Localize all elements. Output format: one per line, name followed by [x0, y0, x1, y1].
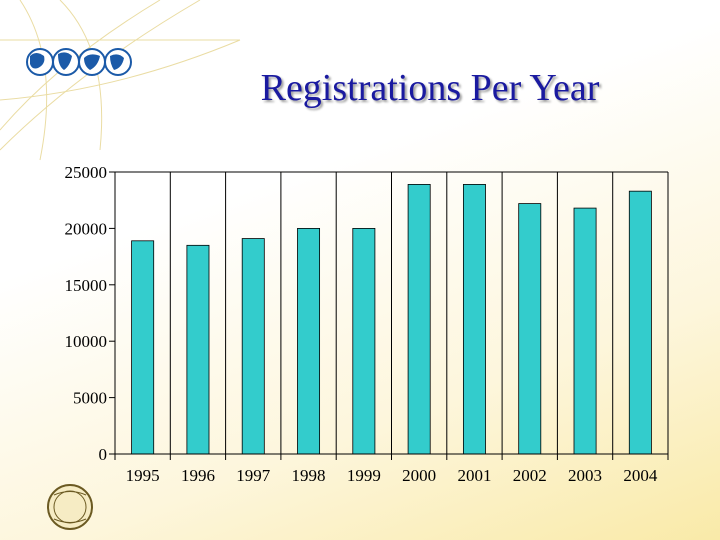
x-tick-label: 2004 [623, 466, 658, 485]
x-tick-label: 2003 [568, 466, 602, 485]
y-tick-labels: 0 5000 10000 15000 20000 25000 [65, 163, 108, 464]
bar [241, 238, 265, 455]
chart-bars [131, 184, 652, 455]
x-tick-label: 1996 [181, 466, 215, 485]
bar [407, 184, 431, 455]
bar [628, 190, 652, 455]
x-tick-label: 1999 [347, 466, 381, 485]
bar [352, 227, 376, 455]
x-tick-label: 2002 [513, 466, 547, 485]
slide-title: Registrations Per Year [260, 67, 600, 109]
y-tick-label: 15000 [65, 276, 108, 295]
chart-grid [115, 171, 669, 454]
x-tick-labels: 1995 1996 1997 1998 1999 2000 2001 2002 2003 2004 [126, 466, 658, 485]
globe-icons [26, 48, 132, 76]
y-tick-label: 10000 [65, 332, 108, 351]
bar [573, 207, 597, 455]
globe-icon [26, 48, 54, 76]
x-tick-label: 2000 [402, 466, 436, 485]
x-tick-label: 2001 [457, 466, 491, 485]
y-tick-label: 5000 [73, 389, 107, 408]
x-tick-label: 1995 [126, 466, 160, 485]
y-tick-label: 25000 [65, 163, 108, 182]
x-tick-label: 1998 [292, 466, 326, 485]
x-tick-label: 1997 [236, 466, 271, 485]
chart-axes [109, 171, 669, 460]
bar [186, 244, 210, 455]
wipo-seal-icon [47, 484, 93, 530]
globe-icon [78, 48, 106, 76]
bar [131, 240, 155, 455]
y-tick-label: 20000 [65, 219, 108, 238]
bar [518, 203, 542, 455]
bar [297, 227, 321, 455]
y-tick-label: 0 [99, 445, 108, 464]
bar [462, 184, 486, 455]
globe-icon [104, 48, 132, 76]
